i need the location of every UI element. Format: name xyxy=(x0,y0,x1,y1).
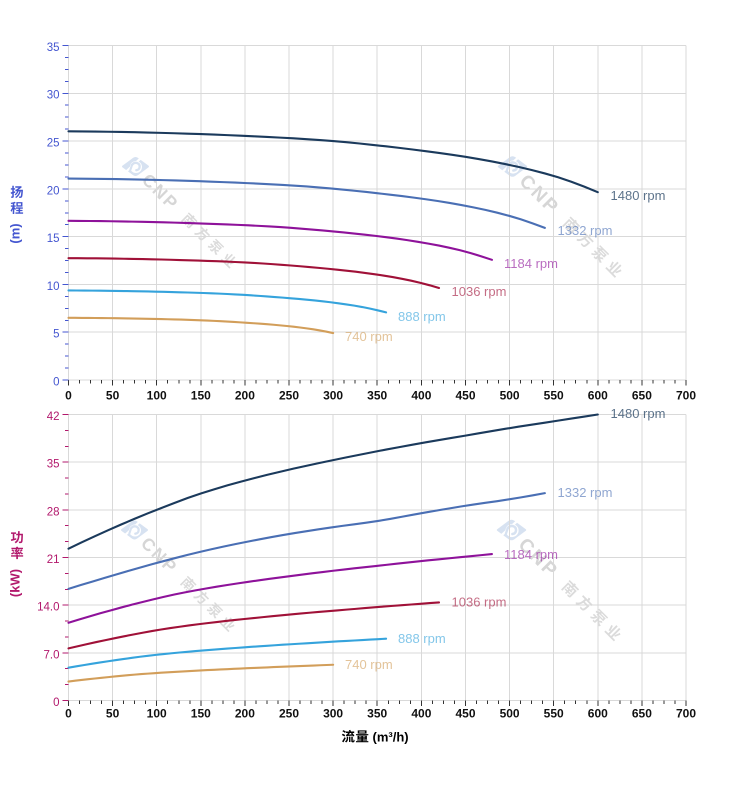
svg-text:14.0: 14.0 xyxy=(37,602,59,614)
svg-text:700: 700 xyxy=(676,389,696,403)
svg-text:0: 0 xyxy=(53,376,59,388)
svg-text:35: 35 xyxy=(47,42,60,54)
svg-text:15: 15 xyxy=(47,233,60,245)
svg-text:150: 150 xyxy=(191,389,211,403)
svg-text:250: 250 xyxy=(279,389,299,403)
svg-text:0: 0 xyxy=(53,697,59,709)
svg-text:740 rpm: 740 rpm xyxy=(345,329,393,344)
svg-text:5: 5 xyxy=(53,329,59,341)
svg-text:150: 150 xyxy=(191,707,211,721)
svg-text:35: 35 xyxy=(47,459,60,471)
svg-text:21: 21 xyxy=(47,554,60,566)
svg-text:500: 500 xyxy=(500,707,520,721)
svg-text:400: 400 xyxy=(411,707,431,721)
svg-text:1036 rpm: 1036 rpm xyxy=(452,595,507,610)
svg-text:100: 100 xyxy=(147,707,167,721)
svg-text:740 rpm: 740 rpm xyxy=(345,657,393,672)
svg-text:30: 30 xyxy=(47,90,60,102)
svg-text:1036 rpm: 1036 rpm xyxy=(452,284,507,299)
svg-text:350: 350 xyxy=(367,707,387,721)
svg-text:888 rpm: 888 rpm xyxy=(398,631,446,646)
svg-text:42: 42 xyxy=(47,411,60,423)
svg-text:(kW): (kW) xyxy=(7,569,22,597)
svg-text:650: 650 xyxy=(632,389,652,403)
svg-text:1480 rpm: 1480 rpm xyxy=(611,406,666,421)
svg-text:1184 rpm: 1184 rpm xyxy=(504,256,558,271)
svg-text:0: 0 xyxy=(65,707,72,721)
svg-text:1332 rpm: 1332 rpm xyxy=(558,223,613,238)
svg-text:28: 28 xyxy=(47,506,60,518)
svg-text:450: 450 xyxy=(455,707,475,721)
svg-text:50: 50 xyxy=(106,389,120,403)
svg-text:7.0: 7.0 xyxy=(44,649,60,661)
svg-text:350: 350 xyxy=(367,389,387,403)
svg-text:300: 300 xyxy=(323,707,343,721)
svg-text:600: 600 xyxy=(588,707,608,721)
svg-text:550: 550 xyxy=(544,707,564,721)
svg-text:1480 rpm: 1480 rpm xyxy=(611,188,666,203)
svg-text:(m³/h): (m³/h) xyxy=(373,730,409,745)
svg-text:550: 550 xyxy=(544,389,564,403)
svg-text:25: 25 xyxy=(47,138,60,150)
svg-text:700: 700 xyxy=(676,707,696,721)
svg-text:300: 300 xyxy=(323,389,343,403)
svg-text:1332 rpm: 1332 rpm xyxy=(558,485,613,500)
svg-text:200: 200 xyxy=(235,389,255,403)
svg-text:650: 650 xyxy=(632,707,652,721)
svg-text:400: 400 xyxy=(411,389,431,403)
svg-text:450: 450 xyxy=(455,389,475,403)
svg-text:10: 10 xyxy=(47,281,60,293)
svg-text:0: 0 xyxy=(65,389,72,403)
svg-text:1184 rpm: 1184 rpm xyxy=(504,547,558,562)
svg-text:(m): (m) xyxy=(7,223,22,243)
svg-text:500: 500 xyxy=(500,389,520,403)
svg-text:200: 200 xyxy=(235,707,255,721)
svg-text:888 rpm: 888 rpm xyxy=(398,309,446,324)
svg-text:100: 100 xyxy=(147,389,167,403)
svg-text:20: 20 xyxy=(47,185,60,197)
svg-text:600: 600 xyxy=(588,389,608,403)
svg-text:250: 250 xyxy=(279,707,299,721)
svg-text:50: 50 xyxy=(106,707,120,721)
